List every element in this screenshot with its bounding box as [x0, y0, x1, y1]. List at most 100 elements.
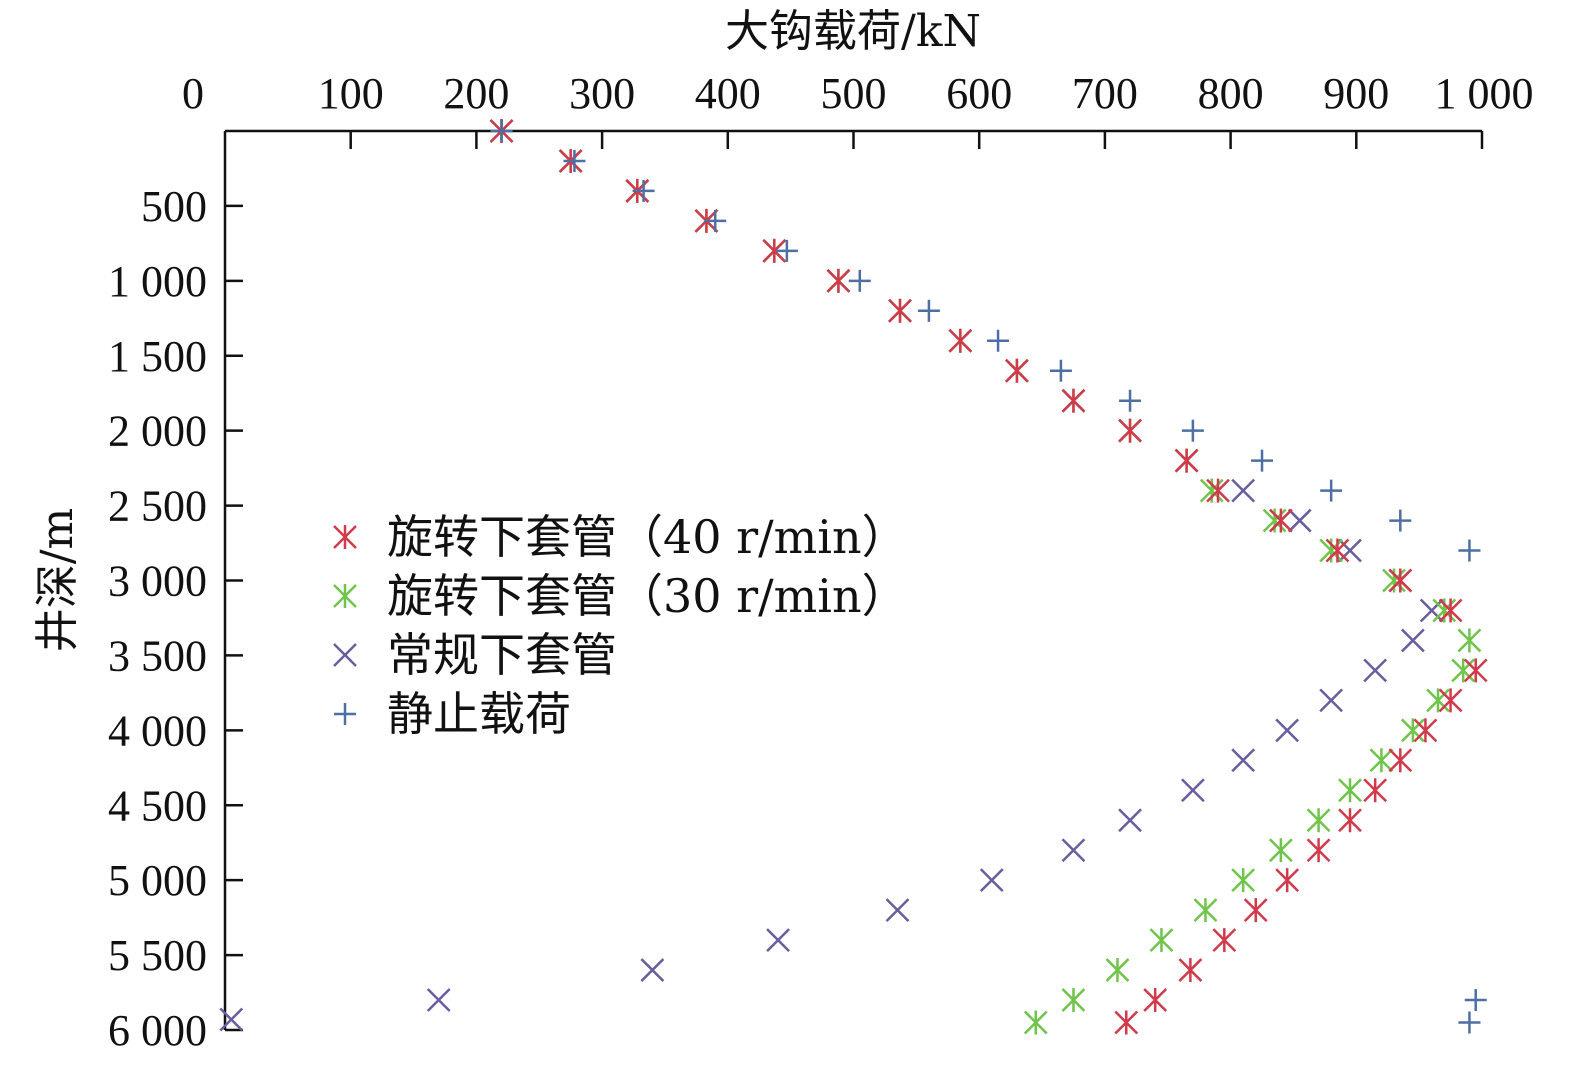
data-point	[885, 898, 910, 923]
data-point	[1005, 358, 1029, 383]
data-point	[1438, 688, 1463, 713]
data-point	[948, 328, 973, 353]
data-point	[1023, 1010, 1048, 1035]
legend-label: 旋转下套管（40 r/min）	[387, 510, 908, 564]
data-point	[1369, 748, 1394, 773]
data-point	[987, 329, 1010, 352]
data-point	[1451, 658, 1476, 683]
data-point	[1388, 748, 1413, 773]
y-tick-label: 4 000	[108, 706, 207, 755]
data-point	[563, 149, 586, 172]
y-tick-label: 3 000	[108, 557, 207, 606]
data-point	[1457, 628, 1482, 653]
data-point	[1061, 388, 1086, 413]
data-point	[1413, 718, 1438, 743]
data-point	[1363, 658, 1388, 683]
x-tick-label: 800	[1198, 69, 1264, 118]
y-tick-label: 5 000	[108, 856, 207, 905]
x-tick-label: 500	[821, 69, 887, 118]
y-tick-label: 3 500	[108, 631, 207, 680]
y-axis-title: 井深/m	[32, 508, 83, 653]
data-point	[1206, 478, 1230, 503]
x-tick-label: 600	[946, 69, 1012, 118]
data-point	[1181, 419, 1204, 442]
data-points	[219, 119, 1488, 1035]
legend-marker	[334, 703, 356, 725]
x-tick-label: 0	[182, 69, 204, 118]
data-point	[1338, 538, 1362, 563]
data-point	[1268, 838, 1293, 863]
x-tick-label: 300	[569, 69, 635, 118]
data-point	[1114, 1010, 1139, 1035]
legend-marker	[333, 584, 357, 608]
data-point	[1400, 718, 1425, 743]
data-point	[1251, 449, 1274, 472]
data-point	[1400, 628, 1425, 653]
legend-marker	[333, 643, 357, 667]
y-tick-label: 2 000	[108, 407, 207, 456]
y-tick-label: 6 000	[108, 1006, 207, 1055]
data-point	[1419, 598, 1444, 623]
data-point	[848, 269, 871, 292]
data-point	[766, 928, 790, 952]
data-point	[1320, 479, 1343, 502]
data-point	[1275, 718, 1300, 743]
y-tick-label: 5 500	[108, 931, 207, 980]
data-point	[1049, 359, 1072, 382]
data-point	[1105, 958, 1130, 983]
data-point	[1458, 1011, 1481, 1034]
x-tick-label: 900	[1323, 69, 1389, 118]
x-axis-title: 大钩载荷/kN	[725, 6, 981, 57]
legend-label: 常规下套管	[387, 628, 617, 682]
y-tick-label: 1 000	[108, 257, 207, 306]
x-tick-label: 400	[695, 69, 761, 118]
y-tick-label: 4 500	[108, 781, 207, 830]
data-point	[1268, 508, 1293, 533]
x-tick-label: 200	[443, 69, 509, 118]
tick-labels: 0 100 200 300 400 500 600 700 800 900 1 000 500 1 00…	[108, 69, 1534, 1055]
axes	[223, 129, 1484, 1032]
data-point	[1438, 598, 1463, 623]
data-point	[917, 299, 940, 322]
data-point	[1212, 928, 1237, 953]
data-point	[219, 1007, 244, 1032]
data-point	[1458, 539, 1481, 562]
data-point	[1149, 928, 1174, 953]
data-point	[640, 958, 665, 982]
data-point	[1325, 538, 1350, 563]
data-point	[1338, 778, 1362, 803]
data-point	[1174, 448, 1199, 473]
data-point	[1231, 748, 1256, 773]
y-tick-label: 1 500	[108, 332, 207, 381]
data-point	[1388, 568, 1413, 593]
data-point	[1178, 958, 1203, 983]
legend-label: 静止载荷	[387, 687, 571, 741]
legend-label: 旋转下套管（30 r/min）	[387, 569, 908, 623]
data-point	[888, 298, 912, 323]
data-point	[762, 238, 787, 263]
y-tick-label: 500	[141, 182, 207, 231]
data-point	[1193, 898, 1218, 923]
data-point	[826, 268, 851, 293]
data-point	[1118, 418, 1142, 443]
legend-marker	[333, 525, 357, 549]
data-point	[704, 209, 727, 232]
data-point	[1389, 509, 1412, 532]
data-point	[1275, 868, 1300, 893]
data-point	[1119, 389, 1142, 412]
data-point	[1287, 508, 1312, 533]
data-point	[1463, 658, 1488, 683]
data-point	[1338, 808, 1362, 833]
x-tick-label: 700	[1072, 69, 1138, 118]
data-point	[1243, 898, 1268, 923]
data-point	[1231, 478, 1256, 503]
x-tick-label: 100	[318, 69, 384, 118]
data-point	[1181, 778, 1205, 803]
data-point	[490, 120, 513, 142]
data-point	[1061, 988, 1086, 1013]
data-point	[1363, 778, 1388, 803]
data-point	[1306, 838, 1331, 863]
y-tick-label: 2 500	[108, 482, 207, 531]
data-point	[1426, 688, 1450, 713]
